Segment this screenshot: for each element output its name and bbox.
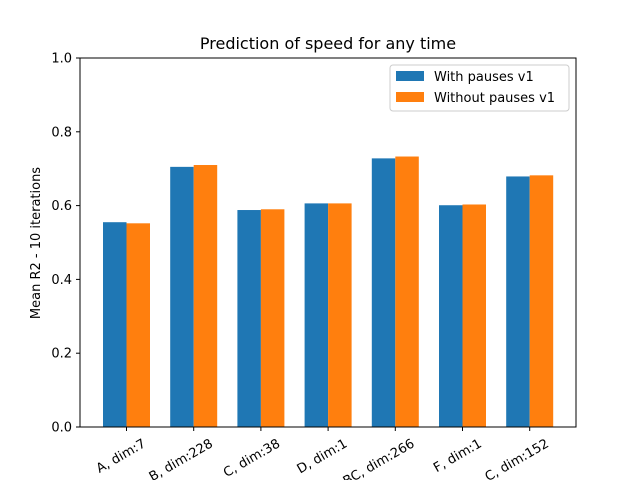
legend-label-0: With pauses v1 bbox=[434, 70, 534, 85]
bar-with-pauses-5 bbox=[439, 205, 463, 427]
x-axis-ticks: A, dim:7B, dim:228 C, dim:38 D, dim:1BC, d… bbox=[94, 427, 552, 480]
plot-frame bbox=[79, 57, 577, 428]
legend-swatch-0 bbox=[396, 71, 424, 81]
bar-with-pauses-3 bbox=[304, 203, 329, 427]
y-tick-label: 0.2 bbox=[51, 347, 72, 362]
legend-label-1: Without pauses v1 bbox=[434, 91, 555, 106]
bar-with-pauses-1 bbox=[170, 166, 194, 428]
legend: With pauses v1 Without pauses v1 bbox=[389, 64, 570, 112]
bar-without-pauses-6 bbox=[529, 175, 554, 427]
x-tick-label: F, dim:1 bbox=[431, 436, 484, 475]
x-tick-label: D, dim:1 bbox=[295, 436, 351, 477]
x-tick-label: B, dim:228 bbox=[147, 436, 216, 480]
chart-title: Prediction of speed for any time bbox=[200, 34, 456, 53]
x-tick-label: C, dim:38 bbox=[221, 436, 283, 480]
x-tick-label: A, dim:7 bbox=[94, 436, 149, 476]
bar-with-pauses-6 bbox=[506, 176, 530, 427]
y-tick-label: 0.4 bbox=[51, 273, 72, 288]
bar-without-pauses-5 bbox=[462, 204, 486, 427]
y-axis-label: Mean R2 - 10 iterations bbox=[29, 167, 44, 319]
y-tick-label: 0.0 bbox=[51, 421, 72, 436]
x-tick-label: C, dim:152 bbox=[483, 436, 552, 480]
bar-without-pauses-1 bbox=[193, 165, 218, 427]
bar-with-pauses-0 bbox=[103, 222, 127, 427]
bars-group bbox=[103, 156, 554, 428]
x-tick-label: BC, dim:266 bbox=[341, 436, 418, 480]
y-tick-label: 0.8 bbox=[51, 125, 72, 140]
y-tick-label: 1.0 bbox=[51, 52, 72, 67]
legend-swatch-1 bbox=[396, 92, 424, 102]
legend-box bbox=[389, 64, 570, 112]
bar-with-pauses-4 bbox=[371, 158, 396, 427]
bar-without-pauses-0 bbox=[126, 223, 150, 427]
y-tick-label: 0.6 bbox=[51, 199, 72, 214]
y-axis-ticks: 0.0 0.2 0.4 0.6 0.8 1.0 bbox=[51, 52, 80, 436]
bar-without-pauses-4 bbox=[395, 156, 419, 427]
bar-without-pauses-2 bbox=[260, 209, 285, 427]
bar-without-pauses-3 bbox=[328, 203, 352, 427]
bar-with-pauses-2 bbox=[237, 210, 261, 427]
